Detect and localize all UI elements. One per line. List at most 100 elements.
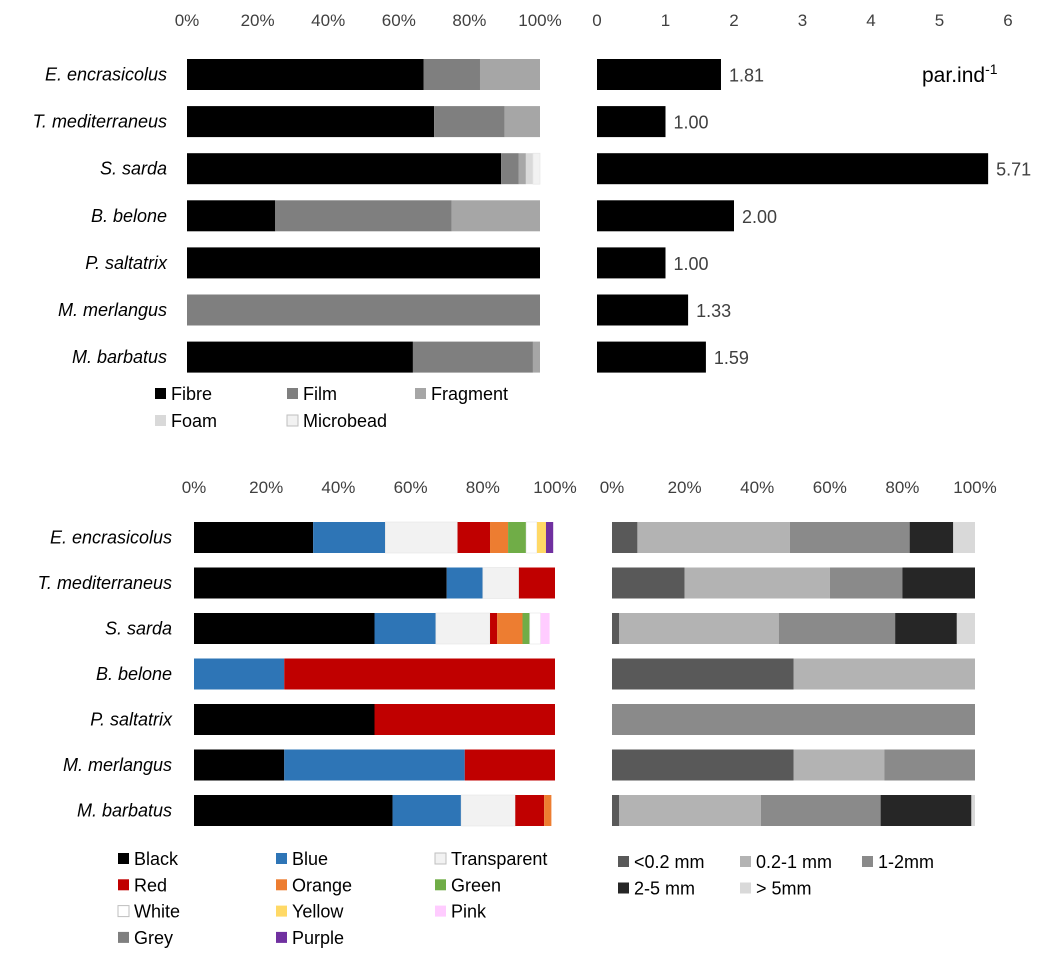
- chart-particles-per-individual: 0 1 2 3 4 5 6 1.81 1.00 5.71 2.00 1.00 1.33 1.59 par.i…: [592, 11, 1031, 373]
- legend-swatch: [618, 882, 629, 894]
- x-tick-label: 20%: [249, 478, 283, 497]
- legend-label: Black: [134, 849, 179, 869]
- legend-label: Microbead: [303, 411, 387, 431]
- legend-swatch: [155, 415, 166, 426]
- legend-swatch: [740, 856, 751, 867]
- legend-label: 0.2-1 mm: [756, 852, 832, 872]
- x-tick-label: 40%: [311, 11, 345, 30]
- bar-segment: [525, 153, 533, 185]
- legend-swatch: [415, 388, 426, 399]
- bar: [597, 59, 721, 90]
- bar-segment: [532, 152, 541, 185]
- legend-swatch: [435, 879, 446, 891]
- legend-swatch: [276, 905, 287, 917]
- x-tick-label: 100%: [518, 11, 561, 30]
- bar-segment: [518, 567, 555, 599]
- x-tick-label: 80%: [885, 478, 919, 497]
- legend-label: 1-2mm: [878, 852, 934, 872]
- bar-segment: [313, 522, 386, 553]
- bar-segment: [423, 59, 480, 90]
- legend-label: Transparent: [451, 849, 547, 869]
- bar-segment: [284, 749, 465, 781]
- x-tick-label: 60%: [394, 478, 428, 497]
- legend-swatch: [155, 388, 166, 399]
- legend-swatch: [276, 931, 287, 943]
- legend-label: Foam: [171, 411, 217, 431]
- bar-segment: [884, 749, 975, 781]
- bar-segment: [490, 613, 498, 644]
- legend-swatch: [117, 905, 130, 918]
- bar-segment: [612, 613, 620, 644]
- bar-segment: [194, 704, 375, 735]
- bar-segment: [284, 658, 555, 690]
- bar-segment: [460, 794, 516, 827]
- bar-segment: [760, 795, 881, 826]
- bar-segment: [619, 613, 779, 644]
- bar-segment: [374, 704, 555, 735]
- legend-swatch: [118, 879, 129, 891]
- bar-segment: [895, 613, 957, 644]
- x-tick-label: 0%: [600, 478, 625, 497]
- bar-segment: [374, 613, 436, 644]
- legend-label: Pink: [451, 902, 487, 922]
- bar: [597, 294, 689, 326]
- bar-segment: [187, 200, 276, 232]
- bar-segment: [793, 749, 885, 781]
- chart-colour: 0% 20% 40% 60% 80% 100% E. encrasicolus T. medi…: [38, 478, 577, 948]
- bar-segment: [525, 521, 538, 554]
- bar-segment: [637, 522, 790, 553]
- bar-segment: [497, 613, 523, 644]
- legend-label: Grey: [134, 928, 173, 948]
- bar-segment: [187, 247, 540, 279]
- bar-segment: [194, 522, 314, 553]
- chart-size-class: 0% 20% 40% 60% 80% 100% <0.2 mm 0.2-1 mm 1-2mm 2-…: [600, 478, 997, 899]
- bar-segment: [435, 612, 491, 645]
- bar-segment: [479, 59, 540, 90]
- category-label: E. encrasicolus: [50, 528, 172, 548]
- category-label: M. barbatus: [72, 347, 167, 367]
- bar-segment: [612, 567, 685, 599]
- x-tick-label: 60%: [382, 11, 416, 30]
- legend-swatch: [276, 879, 287, 891]
- category-label: M. barbatus: [77, 801, 172, 821]
- bar-segment: [194, 658, 285, 690]
- bar-segment: [446, 567, 483, 599]
- legend-label: Orange: [292, 875, 352, 895]
- bar-segment: [392, 795, 462, 826]
- category-label: S. sarda: [100, 159, 167, 179]
- bar-segment: [612, 522, 638, 553]
- legend-label: Red: [134, 875, 167, 895]
- bar-segment: [880, 795, 972, 826]
- bar-segment: [508, 522, 527, 553]
- bar-segment: [545, 522, 554, 553]
- legend-label: White: [134, 902, 180, 922]
- bar-segment: [385, 521, 458, 554]
- bar: [597, 247, 666, 279]
- legend-label: > 5mm: [756, 879, 812, 899]
- x-tick-label: 40%: [321, 478, 355, 497]
- bar-segment: [194, 795, 393, 826]
- bar-segment: [187, 106, 435, 138]
- unit-label: par.ind-1: [922, 61, 998, 87]
- bar-segment: [902, 567, 975, 599]
- bar-segment: [518, 153, 526, 185]
- x-tick-label: 2: [729, 11, 738, 30]
- bar-segment: [187, 294, 540, 326]
- x-tick-label: 80%: [466, 478, 500, 497]
- category-label: E. encrasicolus: [45, 65, 167, 85]
- category-label: S. sarda: [105, 619, 172, 639]
- x-tick-label: 0%: [175, 11, 200, 30]
- legend-swatch: [286, 414, 299, 427]
- bar-segment: [612, 704, 975, 735]
- x-tick-label: 0: [592, 11, 601, 30]
- category-label: P. saltatrix: [85, 253, 168, 273]
- bar-segment: [490, 522, 509, 553]
- bar-segment: [187, 59, 424, 90]
- x-tick-label: 80%: [452, 11, 486, 30]
- unit-label-base: par.ind: [922, 64, 985, 87]
- x-tick-label: 100%: [953, 478, 996, 497]
- legend-label: Blue: [292, 849, 328, 869]
- bar: [597, 106, 666, 138]
- bar-segment: [412, 341, 533, 373]
